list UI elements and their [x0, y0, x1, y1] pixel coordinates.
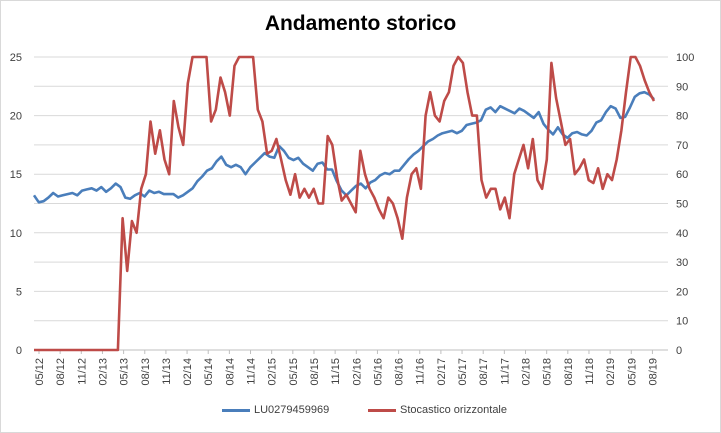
y-right-tick-label: 50 — [676, 199, 688, 211]
y-left-tick-label: 15 — [10, 169, 22, 181]
legend: LU0279459969 Stocastico orizzontale — [0, 404, 721, 420]
y-right-tick-label: 60 — [676, 169, 688, 181]
y-left-tick-label: 5 — [16, 286, 22, 298]
y-left-tick-label: 10 — [10, 228, 22, 240]
y-right-tick-label: 40 — [676, 228, 688, 240]
x-tick-label: 08/15 — [309, 358, 321, 386]
series-line-2 — [34, 55, 656, 352]
legend-item-series-1: LU0279459969 — [222, 404, 329, 416]
y-right-tick-label: 30 — [676, 257, 688, 269]
x-tick-label: 05/13 — [119, 358, 131, 386]
y-right-tick-label: 70 — [676, 140, 688, 152]
y-right-tick-label: 10 — [676, 316, 688, 328]
x-tick-label: 08/17 — [478, 358, 490, 386]
y-right-tick-label: 80 — [676, 111, 688, 123]
series-line-1 — [32, 90, 655, 204]
x-tick-label: 05/12 — [34, 358, 46, 386]
y-right-tick-label: 20 — [676, 286, 688, 298]
x-tick-label: 11/17 — [499, 358, 511, 385]
x-tick-label: 08/16 — [394, 358, 406, 386]
legend-label-series-1: LU0279459969 — [254, 404, 330, 416]
x-tick-label: 05/18 — [542, 358, 554, 386]
x-tick-label: 08/19 — [647, 358, 659, 386]
y-right-tick-label: 100 — [676, 52, 694, 64]
x-tick-label: 02/15 — [267, 358, 279, 386]
x-tick-label: 11/12 — [76, 358, 88, 385]
x-tick-label: 02/18 — [521, 358, 533, 386]
x-tick-label: 08/14 — [224, 358, 236, 386]
x-tick-label: 08/18 — [563, 358, 575, 386]
x-tick-label: 11/16 — [415, 358, 427, 385]
x-tick-label: 05/14 — [203, 358, 215, 386]
x-tick-label: 02/19 — [605, 358, 617, 386]
x-tick-label: 11/15 — [330, 358, 342, 385]
x-tick-label: 02/14 — [182, 358, 194, 386]
y-left-tick-label: 25 — [10, 52, 22, 64]
legend-swatch-series-1 — [222, 408, 250, 412]
x-tick-label: 02/13 — [97, 358, 109, 386]
x-tick-label: 05/17 — [457, 358, 469, 386]
legend-label-series-2: Stocastico orizzontale — [400, 404, 507, 416]
x-tick-label: 11/13 — [161, 358, 173, 385]
x-tick-label: 11/14 — [246, 358, 258, 385]
x-tick-label: 05/19 — [626, 358, 638, 386]
x-tick-label: 05/16 — [372, 358, 384, 386]
legend-swatch-series-2 — [368, 408, 396, 412]
y-right-tick-label: 90 — [676, 81, 688, 93]
x-tick-label: 05/15 — [288, 358, 300, 386]
y-left-tick-label: 0 — [16, 345, 22, 357]
x-tick-label: 08/13 — [140, 358, 152, 386]
y-left-tick-label: 20 — [10, 111, 22, 123]
x-tick-label: 02/16 — [351, 358, 363, 386]
x-tick-label: 11/18 — [584, 358, 596, 385]
y-right-tick-label: 0 — [676, 345, 682, 357]
x-tick-label: 08/12 — [55, 358, 67, 386]
chart-title: Andamento storico — [264, 12, 457, 35]
legend-item-series-2: Stocastico orizzontale — [368, 404, 507, 416]
x-tick-label: 02/17 — [436, 358, 448, 386]
